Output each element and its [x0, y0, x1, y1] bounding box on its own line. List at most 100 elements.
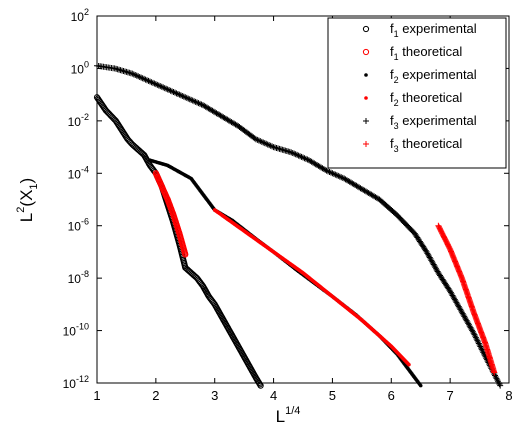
- y-axis-label: L2(X1): [15, 178, 40, 222]
- data-point: [183, 94, 190, 101]
- data-point: [146, 78, 153, 85]
- legend-label: f1 theoretical: [390, 44, 462, 62]
- data-point: [180, 93, 187, 100]
- x-tick-label: 8: [505, 388, 512, 403]
- data-point: [194, 99, 201, 106]
- data-point: [497, 382, 504, 389]
- data-point: [326, 168, 333, 175]
- data-point: [191, 98, 198, 105]
- data-point: [474, 337, 481, 344]
- data-point: [174, 90, 181, 97]
- legend-label-f: f: [390, 90, 394, 105]
- data-point: [329, 170, 336, 177]
- y-tick-exp: -8: [81, 269, 89, 279]
- data-point: [151, 80, 158, 87]
- y-tick-base: 10: [68, 167, 82, 181]
- data-point: [173, 90, 180, 97]
- legend-label: f3 theoretical: [390, 136, 462, 154]
- data-point: [176, 91, 183, 98]
- y-tick-label: 10-8: [68, 269, 89, 286]
- legend-label: f2 theoretical: [390, 90, 462, 108]
- data-point: [198, 101, 205, 108]
- data-point: [155, 82, 162, 89]
- data-point: [339, 174, 346, 181]
- data-point: [255, 137, 262, 144]
- data-point: [322, 166, 329, 173]
- data-point: [478, 346, 485, 353]
- data-point: [473, 336, 480, 343]
- y-tick-base: 10: [71, 62, 85, 76]
- data-point: [257, 382, 264, 389]
- data-point: [330, 170, 337, 177]
- legend-label-sub: 3: [394, 121, 399, 131]
- y-tick-base: 10: [68, 115, 82, 129]
- data-marks: [93, 62, 504, 389]
- data-point: [148, 79, 155, 86]
- legend-label-sub: 2: [394, 75, 399, 85]
- data-point: [167, 87, 174, 94]
- data-point: [144, 77, 151, 84]
- legend-marker: [363, 118, 369, 124]
- data-point: [163, 85, 170, 92]
- series-6: [435, 222, 498, 376]
- data-point: [418, 383, 423, 388]
- data-point: [294, 151, 301, 158]
- legend-entry: f1 experimental: [362, 21, 477, 39]
- data-point: [197, 100, 203, 107]
- data-point: [494, 378, 501, 385]
- data-point: [185, 95, 192, 102]
- data-point: [472, 333, 479, 340]
- legend-label-rest: experimental: [399, 21, 477, 36]
- data-point: [160, 84, 167, 91]
- data-point: [297, 153, 304, 160]
- y-tick-exp: 0: [84, 59, 89, 69]
- series-2: [152, 170, 189, 258]
- y-tick-label: 10-12: [63, 374, 89, 391]
- data-point: [188, 96, 195, 103]
- data-point: [138, 74, 145, 81]
- x-axis-label-sup: 1/4: [285, 405, 300, 417]
- legend-label: f2 experimental: [390, 67, 477, 85]
- data-point: [291, 150, 298, 157]
- data-point: [302, 155, 309, 162]
- data-point: [289, 149, 296, 156]
- data-point: [142, 76, 149, 83]
- data-point: [132, 71, 139, 78]
- data-point: [145, 77, 152, 84]
- y-tick-label: 10-6: [68, 217, 89, 234]
- data-point: [472, 334, 479, 341]
- data-point: [336, 173, 343, 180]
- y-axis-label-base: L: [17, 213, 36, 222]
- legend-entry: f3 experimental: [363, 113, 477, 131]
- legend-label-sub: 3: [394, 144, 399, 154]
- data-point: [492, 373, 499, 380]
- data-point: [182, 94, 189, 101]
- legend-entry: f2 theoretical: [364, 90, 462, 108]
- data-point: [264, 141, 271, 148]
- data-point: [475, 339, 482, 346]
- y-tick-exp: -6: [81, 217, 89, 227]
- y-tick-exp: -4: [81, 164, 89, 174]
- data-point: [161, 85, 168, 92]
- data-point: [269, 143, 276, 150]
- y-axis-label-paren: (X: [17, 190, 36, 207]
- data-point: [141, 75, 148, 82]
- data-point: [332, 171, 339, 178]
- legend-label-f: f: [390, 21, 394, 36]
- data-point: [157, 83, 164, 90]
- data-point: [292, 151, 299, 158]
- data-point: [475, 340, 482, 347]
- data-point: [492, 372, 499, 379]
- data-point: [133, 72, 140, 79]
- legend-label-f: f: [390, 44, 394, 59]
- data-point: [182, 251, 189, 258]
- data-point: [129, 70, 136, 77]
- y-axis-label-close: ): [17, 178, 36, 184]
- data-point: [496, 381, 503, 388]
- data-point: [260, 139, 267, 146]
- data-point: [166, 87, 173, 94]
- y-tick-label: 10-4: [68, 164, 89, 181]
- legend-label-rest: theoretical: [399, 44, 463, 59]
- legend-label-sub: 2: [394, 98, 399, 108]
